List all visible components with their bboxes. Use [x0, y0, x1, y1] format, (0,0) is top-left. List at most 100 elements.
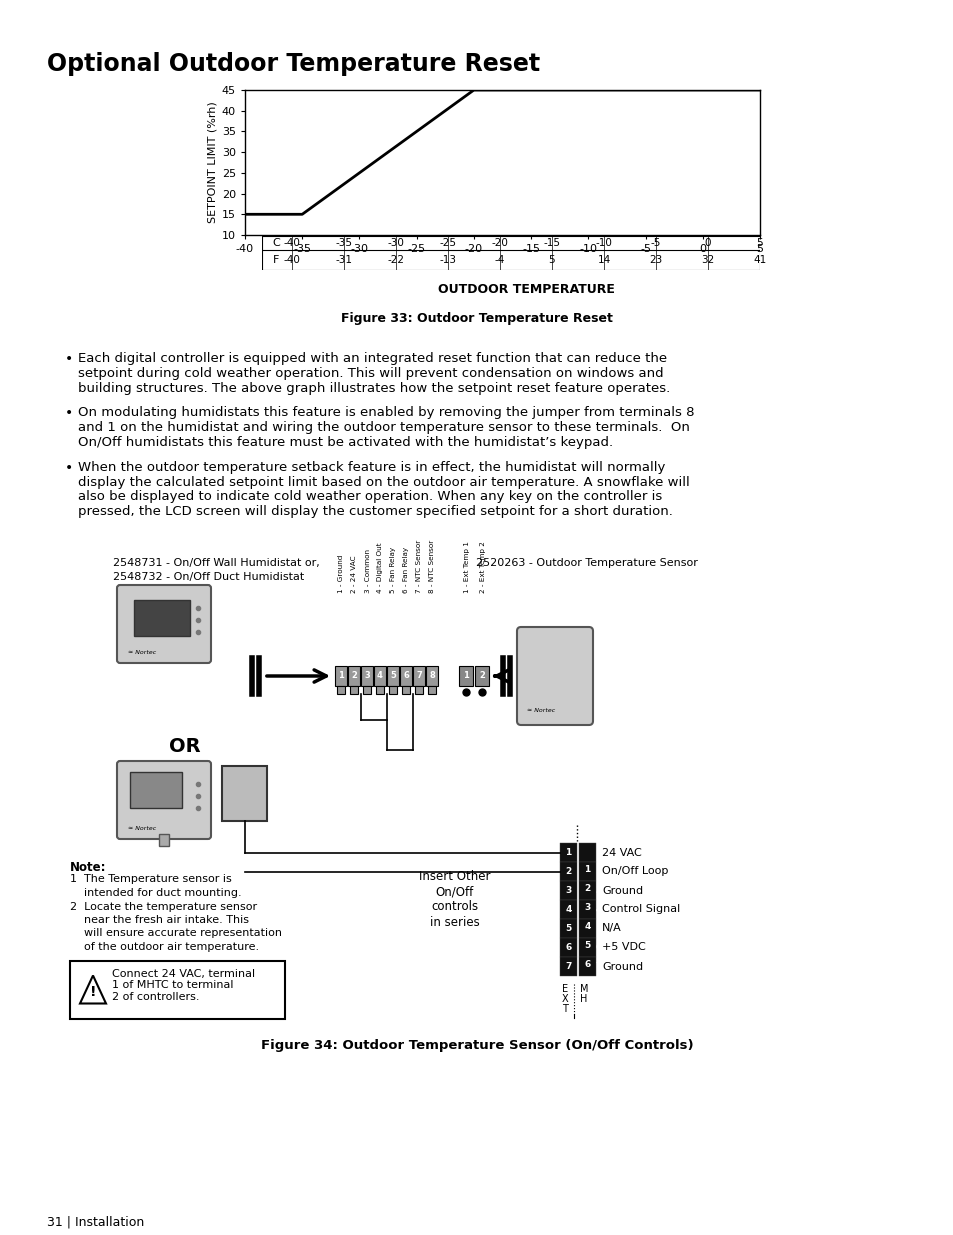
- Text: 4: 4: [583, 923, 590, 931]
- Text: -35: -35: [335, 238, 352, 248]
- Text: ≈ Nortec: ≈ Nortec: [128, 825, 156, 830]
- Text: 32: 32: [700, 254, 714, 266]
- Text: Control Signal: Control Signal: [601, 904, 679, 914]
- Text: 2548731 - On/Off Wall Humidistat or,: 2548731 - On/Off Wall Humidistat or,: [112, 558, 319, 568]
- Bar: [426, 666, 437, 685]
- Text: -5: -5: [650, 238, 660, 248]
- Text: setpoint during cold weather operation. This will prevent condensation on window: setpoint during cold weather operation. …: [78, 367, 663, 380]
- Text: 6: 6: [596, 944, 601, 952]
- Bar: [578, 881, 596, 900]
- Text: 8 - NTC Sensor: 8 - NTC Sensor: [429, 540, 435, 593]
- Bar: [413, 666, 424, 685]
- Bar: [559, 900, 577, 919]
- Text: -13: -13: [439, 254, 456, 266]
- Bar: [401, 685, 410, 694]
- FancyBboxPatch shape: [117, 585, 211, 663]
- Text: Ground: Ground: [601, 962, 642, 972]
- Bar: [578, 900, 596, 919]
- Bar: [578, 957, 596, 976]
- Text: -10: -10: [595, 238, 612, 248]
- Text: ≈ Nortec: ≈ Nortec: [526, 709, 555, 714]
- Text: 2 - 24 VAC: 2 - 24 VAC: [351, 556, 357, 593]
- Text: 41: 41: [753, 254, 766, 266]
- Text: N/A: N/A: [601, 924, 621, 934]
- Text: near the fresh air intake. This: near the fresh air intake. This: [70, 915, 249, 925]
- Text: 1 - Ext Temp 1: 1 - Ext Temp 1: [463, 541, 470, 593]
- Text: 4: 4: [596, 905, 601, 914]
- Bar: [222, 766, 267, 821]
- Text: 8: 8: [429, 672, 435, 680]
- Text: also be displayed to indicate cold weather operation. When any key on the contro: also be displayed to indicate cold weath…: [78, 490, 661, 504]
- Bar: [578, 939, 596, 957]
- Text: 3 - Common: 3 - Common: [364, 550, 370, 593]
- Bar: [578, 844, 596, 862]
- Bar: [375, 685, 384, 694]
- Text: of the outdoor air temperature.: of the outdoor air temperature.: [70, 942, 259, 952]
- Text: 5: 5: [756, 238, 762, 248]
- Text: 2: 2: [596, 867, 601, 876]
- Text: 1: 1: [462, 672, 469, 680]
- Text: When the outdoor temperature setback feature is in effect, the humidistat will n: When the outdoor temperature setback fea…: [78, 461, 664, 474]
- Text: 5 - Fan Relay: 5 - Fan Relay: [390, 547, 396, 593]
- Text: 2: 2: [351, 672, 356, 680]
- Text: Note:: Note:: [70, 861, 107, 874]
- Text: 4: 4: [376, 672, 382, 680]
- Bar: [428, 685, 436, 694]
- Text: 2: 2: [584, 884, 590, 893]
- Text: OUTDOOR TEMPERATURE: OUTDOOR TEMPERATURE: [437, 283, 614, 296]
- Bar: [578, 919, 596, 939]
- Text: intended for duct mounting.: intended for duct mounting.: [70, 888, 241, 898]
- Bar: [130, 772, 182, 808]
- Bar: [578, 862, 596, 881]
- Text: •: •: [65, 352, 73, 366]
- Text: display the calculated setpoint limit based on the outdoor air temperature. A sn: display the calculated setpoint limit ba…: [78, 475, 689, 489]
- Text: will ensure accurate representation: will ensure accurate representation: [70, 929, 282, 939]
- Text: 23: 23: [649, 254, 662, 266]
- Text: -15: -15: [543, 238, 560, 248]
- Text: 1: 1: [596, 848, 601, 857]
- Text: 2: 2: [478, 672, 484, 680]
- Text: 14: 14: [597, 254, 610, 266]
- Text: 4: 4: [565, 905, 571, 914]
- Text: 6: 6: [584, 960, 590, 969]
- Text: 3: 3: [565, 885, 571, 895]
- Text: 2 - Ext Temp 2: 2 - Ext Temp 2: [479, 541, 485, 593]
- Text: •: •: [65, 406, 73, 420]
- Text: 7: 7: [565, 962, 571, 971]
- Text: 5: 5: [390, 672, 395, 680]
- Bar: [360, 666, 373, 685]
- Text: 3: 3: [364, 672, 370, 680]
- Text: -20: -20: [491, 238, 508, 248]
- Text: X: X: [561, 994, 568, 1004]
- Bar: [415, 685, 422, 694]
- Text: 7: 7: [583, 979, 590, 988]
- Text: E: E: [561, 984, 567, 994]
- Text: 1 - Ground: 1 - Ground: [338, 555, 344, 593]
- Bar: [559, 939, 577, 957]
- Text: 0: 0: [704, 238, 711, 248]
- Text: !: !: [90, 984, 96, 999]
- Bar: [559, 881, 577, 900]
- Text: +5 VDC: +5 VDC: [601, 942, 645, 952]
- Text: 1: 1: [565, 848, 571, 857]
- Text: and 1 on the humidistat and wiring the outdoor temperature sensor to these termi: and 1 on the humidistat and wiring the o…: [78, 421, 689, 435]
- Text: On/Off Loop: On/Off Loop: [601, 867, 668, 877]
- Bar: [350, 685, 357, 694]
- Text: 1  The Temperature sensor is: 1 The Temperature sensor is: [70, 874, 232, 884]
- Text: Connect 24 VAC, terminal
1 of MHTC to terminal
2 of controllers.: Connect 24 VAC, terminal 1 of MHTC to te…: [112, 968, 254, 1002]
- Text: Figure 34: Outdoor Temperature Sensor (On/Off Controls): Figure 34: Outdoor Temperature Sensor (O…: [260, 1039, 693, 1052]
- Text: On modulating humidistats this feature is enabled by removing the jumper from te: On modulating humidistats this feature i…: [78, 406, 694, 420]
- Text: 6: 6: [402, 672, 409, 680]
- Text: Each digital controller is equipped with an integrated reset function that can r: Each digital controller is equipped with…: [78, 352, 666, 366]
- Bar: [559, 919, 577, 939]
- Text: 7 - NTC Sensor: 7 - NTC Sensor: [416, 540, 422, 593]
- Text: ≈ Nortec: ≈ Nortec: [128, 650, 156, 655]
- Text: 2  Locate the temperature sensor: 2 Locate the temperature sensor: [70, 902, 257, 911]
- Bar: [348, 666, 359, 685]
- Text: -4: -4: [495, 254, 505, 266]
- Text: 1: 1: [337, 672, 344, 680]
- Text: OR: OR: [169, 736, 200, 756]
- Text: -31: -31: [335, 254, 352, 266]
- Text: 4 - Digital Out: 4 - Digital Out: [377, 542, 383, 593]
- Bar: [559, 862, 577, 881]
